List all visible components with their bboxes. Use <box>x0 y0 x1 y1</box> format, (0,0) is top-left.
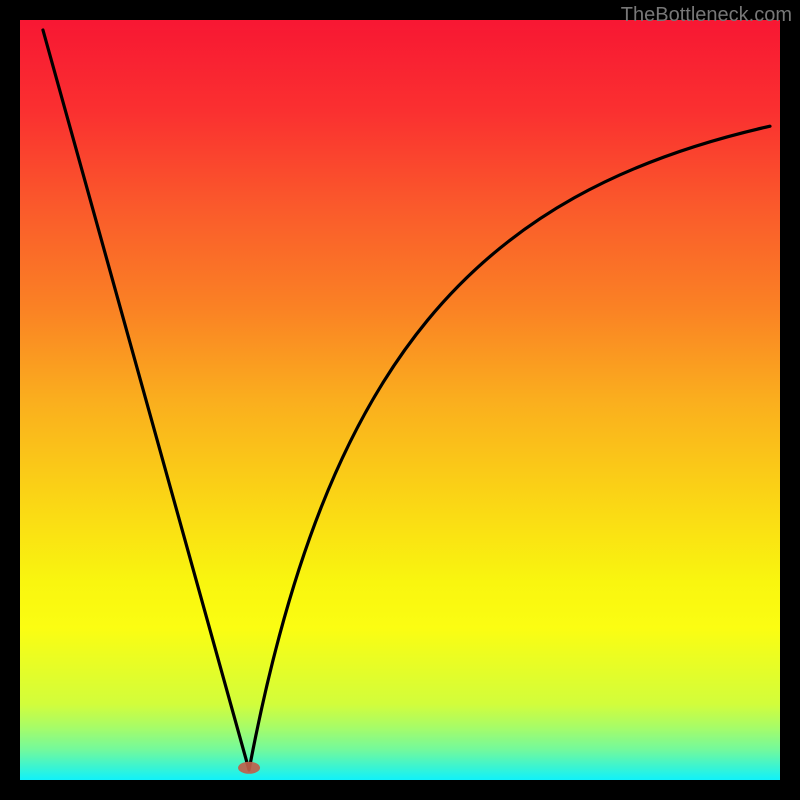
minimum-marker <box>238 762 260 774</box>
chart-container: TheBottleneck.com <box>0 0 800 800</box>
bottleneck-curve-chart <box>0 0 800 800</box>
watermark-text: TheBottleneck.com <box>621 4 792 27</box>
plot-background <box>20 20 780 780</box>
